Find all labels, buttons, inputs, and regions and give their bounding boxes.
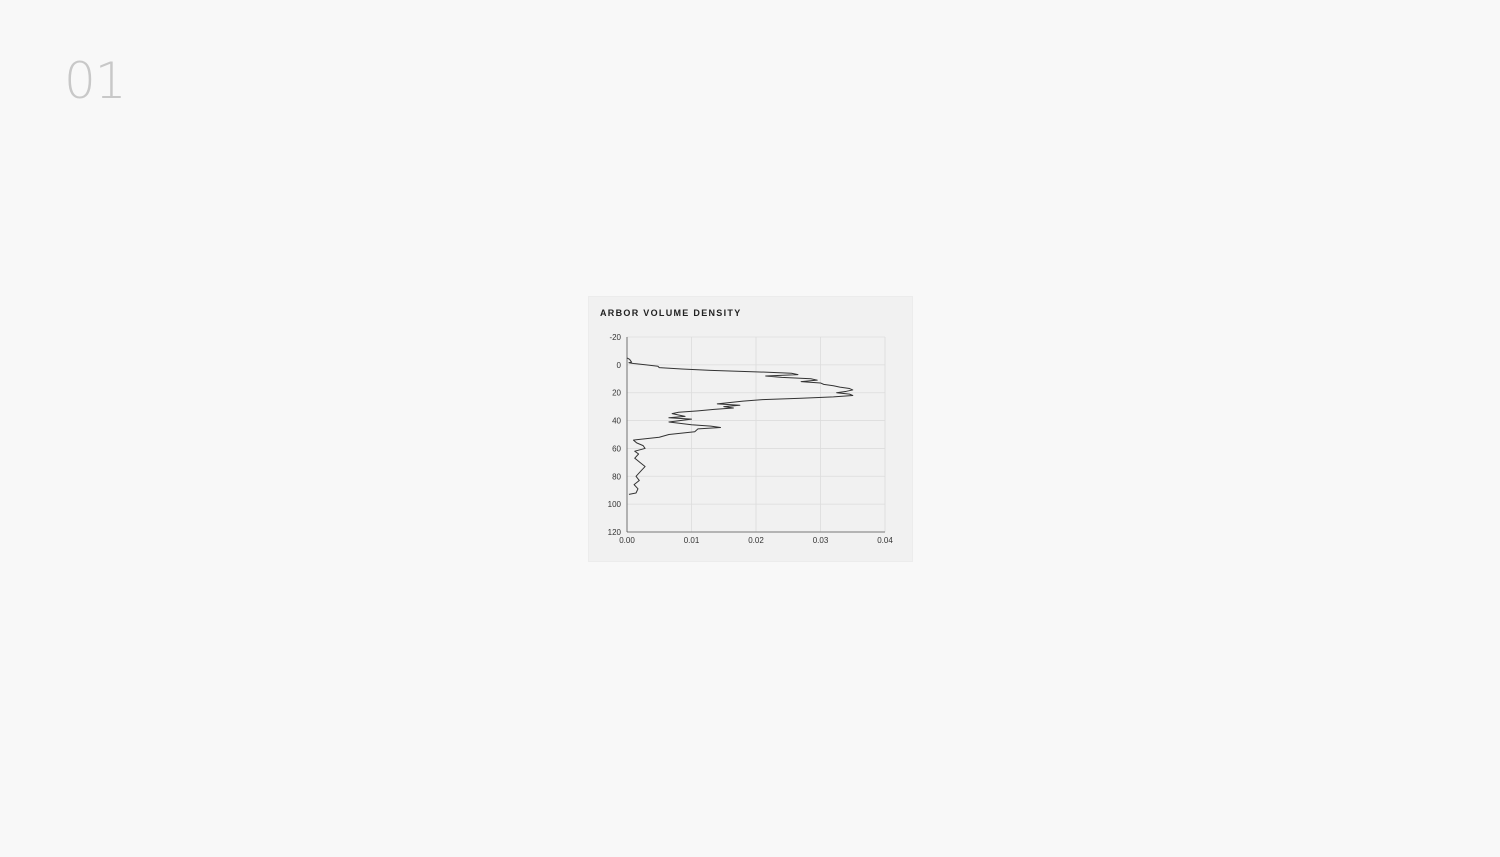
chart-svg: -20 0 20 40 60 80 100 120 0.00 0.01 0.02 0.03 0.04 bbox=[608, 333, 894, 545]
chart-title: ARBOR VOLUME DENSITY bbox=[600, 308, 742, 318]
chart-card: -20 0 20 40 60 80 100 120 0.00 0.01 0.02 0.03 0.04 … bbox=[588, 296, 913, 562]
slide-number: 01 bbox=[64, 52, 127, 110]
y-tick-label: 40 bbox=[612, 417, 621, 426]
chart-grid bbox=[626, 336, 886, 533]
x-tick-label: 0.03 bbox=[813, 536, 829, 545]
y-tick-label: -20 bbox=[609, 333, 621, 342]
chart-series bbox=[626, 357, 854, 495]
y-tick-label: 120 bbox=[608, 528, 622, 537]
y-tick-label: 80 bbox=[612, 472, 621, 481]
y-tick-label: 100 bbox=[608, 500, 622, 509]
x-tick-label: 0.04 bbox=[877, 536, 893, 545]
x-tick-label: 0.02 bbox=[748, 536, 764, 545]
density-line bbox=[626, 357, 854, 495]
x-tick-labels: 0.00 0.01 0.02 0.03 0.04 bbox=[619, 536, 893, 545]
y-tick-label: 0 bbox=[617, 361, 622, 370]
y-tick-label: 20 bbox=[612, 389, 621, 398]
x-tick-label: 0.00 bbox=[619, 536, 635, 545]
chart-axes bbox=[626, 337, 885, 533]
y-tick-labels: -20 0 20 40 60 80 100 120 bbox=[608, 333, 622, 537]
x-tick-label: 0.01 bbox=[684, 536, 700, 545]
y-tick-label: 60 bbox=[612, 444, 621, 453]
